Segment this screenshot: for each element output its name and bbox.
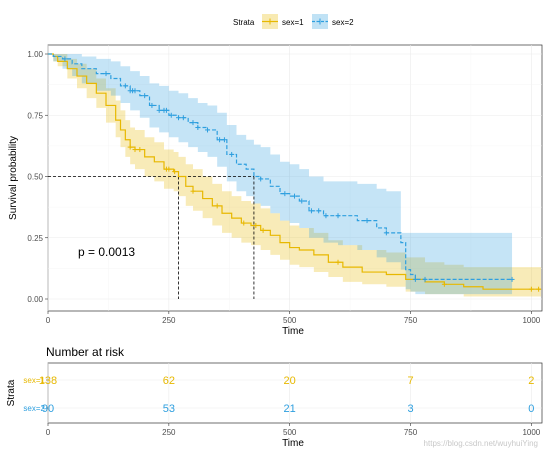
censor-mark <box>335 213 341 219</box>
x-tick-label: 0 <box>46 316 51 325</box>
censor-mark <box>137 147 143 153</box>
y-tick-label: 0.00 <box>27 295 43 304</box>
censor-mark <box>221 137 227 143</box>
risk-x-tick-label: 0 <box>46 428 51 437</box>
risk-x-tick-label: 1000 <box>522 428 540 437</box>
risk-count: 90 <box>42 403 54 415</box>
survival-plot-panel: 0.00 0.25 0.50 0.75 1.00 0 250 500 750 1000 p = … <box>8 44 543 337</box>
x-axis-title: Time <box>282 326 304 337</box>
risk-count: 2 <box>528 375 534 387</box>
censor-mark <box>316 208 322 214</box>
censor-mark <box>217 137 223 143</box>
legend-label: sex=2 <box>332 18 354 27</box>
x-tick-label: 1000 <box>522 316 540 325</box>
censor-mark <box>241 220 247 226</box>
censor-mark <box>132 147 138 153</box>
censor-mark <box>214 203 220 209</box>
censor-mark <box>103 71 109 77</box>
censor-mark <box>166 166 172 172</box>
censor-mark <box>122 83 128 89</box>
risk-count: 3 <box>407 403 413 415</box>
legend-label: sex=1 <box>282 18 304 27</box>
legend-item-sex-2: sex=2 <box>312 14 354 29</box>
risk-count: 20 <box>284 375 296 387</box>
censor-mark <box>308 208 314 214</box>
censor-mark <box>364 218 370 224</box>
risk-count: 0 <box>528 403 534 415</box>
survival-curve-sex-1 <box>48 53 542 290</box>
p-value-annotation: p = 0.0013 <box>78 245 135 259</box>
censor-mark <box>422 276 428 282</box>
risk-count: 138 <box>39 375 57 387</box>
censor-mark <box>528 286 534 292</box>
censor-mark <box>172 169 178 175</box>
censor-mark <box>335 259 341 265</box>
y-tick-label: 0.75 <box>27 111 43 120</box>
legend-item-sex-1: sex=1 <box>262 14 304 29</box>
risk-row-label: sex=1 <box>23 376 45 385</box>
censor-mark <box>132 88 138 94</box>
censor-mark <box>258 176 264 182</box>
censor-mark <box>441 281 447 287</box>
censor-mark <box>190 120 196 126</box>
censor-mark <box>163 107 169 113</box>
risk-count: 62 <box>163 375 175 387</box>
legend: Strata sex=1 sex=2 <box>233 14 354 29</box>
censor-mark <box>190 188 196 194</box>
censor-mark <box>229 151 235 157</box>
risk-table-title: Number at risk <box>46 345 125 359</box>
y-tick-label: 1.00 <box>27 50 43 59</box>
risk-row-label: sex=2 <box>23 404 45 413</box>
x-tick-label: 500 <box>283 316 297 325</box>
censor-mark <box>142 93 148 99</box>
censor-mark <box>323 213 329 219</box>
censor-mark <box>205 127 211 133</box>
y-tick-label: 0.25 <box>27 234 43 243</box>
censor-mark <box>282 191 288 197</box>
censor-mark <box>149 102 155 108</box>
risk-count: 7 <box>407 375 413 387</box>
risk-x-tick-label: 250 <box>162 428 176 437</box>
risk-y-axis-title: Strata <box>6 379 17 406</box>
watermark-text: https://blog.csdn.net/wuyhuiYing <box>424 439 538 448</box>
censor-mark <box>195 125 201 130</box>
censor-mark <box>383 230 389 236</box>
risk-x-tick-label: 500 <box>283 428 297 437</box>
risk-count: 21 <box>284 403 296 415</box>
censor-mark <box>412 276 418 282</box>
x-tick-label: 250 <box>162 316 176 325</box>
y-tick-label: 0.50 <box>27 173 43 182</box>
x-tick-label: 750 <box>404 316 418 325</box>
censor-mark <box>299 198 305 204</box>
censor-mark <box>536 286 542 292</box>
censor-mark <box>168 112 174 118</box>
legend-title: Strata <box>233 18 255 27</box>
censor-mark <box>176 115 182 121</box>
risk-x-tick-label: 750 <box>404 428 418 437</box>
censor-mark <box>127 144 133 150</box>
censor-mark <box>260 227 266 233</box>
censor-mark <box>292 193 298 199</box>
censor-mark <box>156 107 162 113</box>
y-axis-title: Survival probability <box>8 136 19 220</box>
confidence-band-sex-2 <box>48 54 513 295</box>
risk-count: 53 <box>163 403 175 415</box>
risk-x-axis-title: Time <box>282 438 304 449</box>
censor-mark <box>180 115 186 121</box>
censor-mark <box>509 276 515 282</box>
censor-mark <box>253 223 259 228</box>
censor-mark <box>62 56 68 62</box>
